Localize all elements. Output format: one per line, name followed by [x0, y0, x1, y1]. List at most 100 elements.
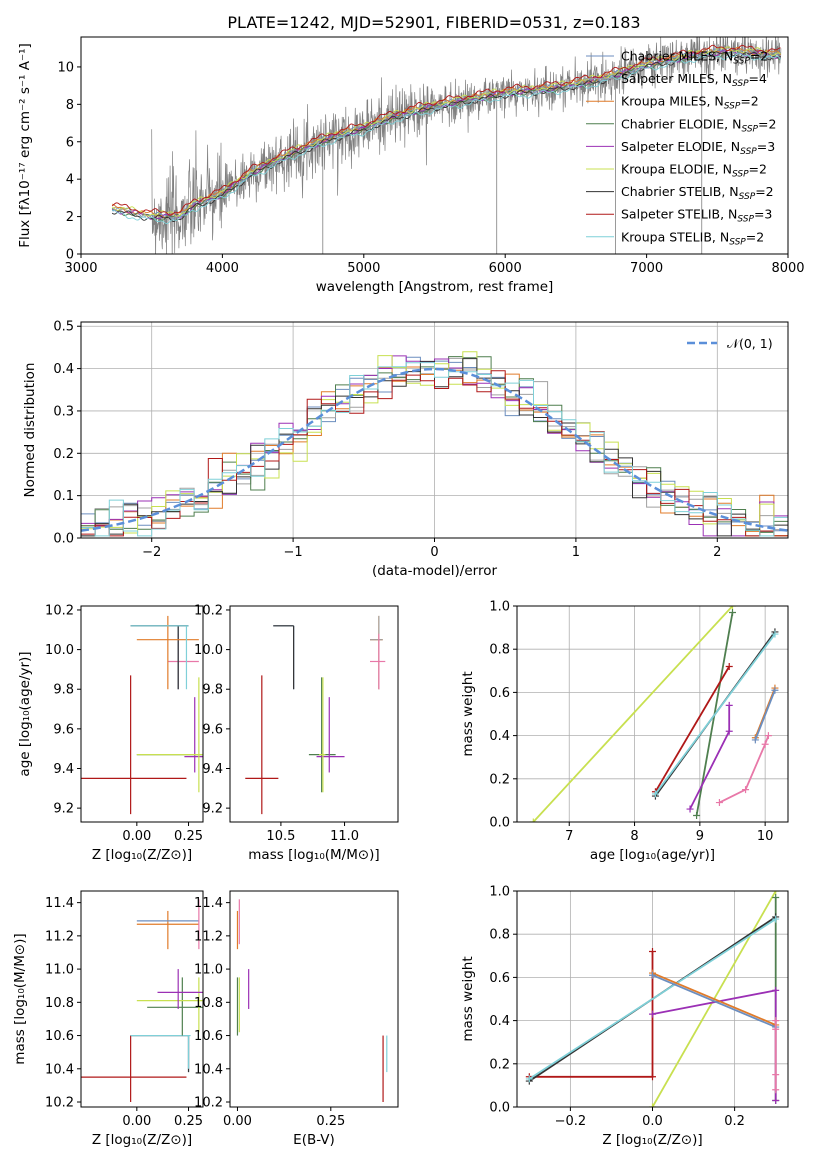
model-spectrum-line: [111, 44, 781, 216]
plot-area: [529, 606, 779, 822]
x-tick-label: 0.00: [122, 829, 151, 844]
x-tick-label: 2: [713, 545, 721, 560]
x-tick-label: 11.0: [330, 829, 359, 844]
y-tick-label: 0.4: [489, 729, 510, 744]
histogram-line: [81, 362, 788, 537]
x-axis-label: (data-model)/error: [372, 563, 498, 579]
weight-line: [718, 735, 770, 804]
axes-frame: [80, 890, 204, 1108]
weight-marker: [715, 799, 723, 807]
weight-marker: [772, 1086, 780, 1094]
x-tick-label: 8000: [771, 261, 804, 276]
chart-age-vs-mass: 10.5 11.0 9.2 9.4 9.6 9.8 10.0 10.2 mass [log₁₀(…: [194, 603, 399, 863]
y-tick-label: 10.6: [194, 1029, 223, 1044]
y-tick-label: 9.8: [53, 683, 74, 698]
weight-line: [652, 989, 777, 1101]
plot-area: [81, 351, 788, 537]
plot-area: [525, 891, 780, 1107]
x-tick-label: 1: [572, 545, 580, 560]
weight-marker: [772, 986, 780, 994]
chart-spectrum: 3000 4000 5000 6000 7000 8000 0 2 4 6 8 10 wavelengt…: [17, 36, 805, 295]
weight-line: [754, 689, 776, 741]
y-axis-label: mass weight: [460, 671, 476, 756]
weight-line: [654, 666, 730, 793]
weight-marker: [725, 701, 733, 709]
weight-line: [654, 633, 776, 795]
weight-marker: [649, 1103, 656, 1107]
weight-marker: [525, 1075, 533, 1083]
y-tick-label: 9.4: [202, 762, 223, 777]
plot-area: [81, 615, 203, 815]
axes-frame: [80, 321, 789, 539]
x-axis-label: Z [log₁₀(Z/Z⊙)]: [92, 847, 192, 863]
weight-line: [532, 606, 734, 822]
x-tick-label: 0.25: [174, 829, 203, 844]
y-tick-label: 11.2: [45, 929, 74, 944]
axes-frame: [80, 605, 204, 823]
y-tick-label: 0.2: [489, 772, 510, 787]
weight-marker: [771, 630, 779, 638]
y-tick-label: 0.3: [53, 404, 74, 419]
legend-label: Salpeter ELODIE, NSSP=3: [621, 139, 775, 157]
y-tick-label: 0: [66, 248, 74, 263]
y-axis-label: mass [log₁₀(M/M⊙)]: [12, 933, 28, 1064]
axes-frame: [229, 605, 399, 823]
y-axis-label: age [log₁₀(age/yr)]: [17, 651, 33, 776]
x-tick-label: 0.25: [174, 1114, 203, 1129]
weight-marker: [764, 732, 772, 740]
y-tick-label: 0.1: [53, 489, 74, 504]
x-axis-label: mass [log₁₀(M/M⊙)]: [248, 847, 379, 863]
plot-area: [236, 899, 388, 1103]
y-tick-label: 9.2: [53, 802, 74, 817]
y-tick-label: 9.4: [53, 762, 74, 777]
x-tick-label: −1: [284, 545, 303, 560]
x-tick-label: −2: [142, 545, 161, 560]
x-tick-label: 10.5: [266, 829, 295, 844]
y-tick-label: 0.6: [489, 686, 510, 701]
axes-frame: [516, 890, 789, 1108]
legend-label: Chabrier ELODIE, NSSP=2: [621, 116, 776, 134]
x-tick-label: 0.00: [223, 1114, 252, 1129]
legend-label: Kroupa STELIB, NSSP=2: [621, 229, 764, 247]
weight-line: [652, 972, 777, 1026]
y-tick-label: 0.6: [489, 971, 510, 986]
legend-label: Salpeter STELIB, NSSP=3: [621, 207, 772, 225]
y-tick-label: 10: [57, 60, 74, 75]
model-spectrum-line: [111, 52, 781, 225]
x-axis-label: E(B-V): [293, 1132, 335, 1148]
x-tick-label: 7: [565, 829, 573, 844]
legend-label: Chabrier MILES, NSSP=2: [621, 49, 768, 67]
y-tick-label: 10.4: [194, 1062, 223, 1077]
weight-marker: [693, 812, 701, 820]
y-tick-label: 0.8: [489, 928, 510, 943]
x-tick-label: 10: [757, 829, 774, 844]
weight-marker: [772, 1097, 780, 1105]
weight-marker: [651, 790, 659, 798]
axes-frame: [80, 36, 789, 255]
y-tick-label: 1.0: [489, 600, 510, 615]
weight-marker: [761, 740, 769, 748]
x-axis-label: wavelength [Angstrom, rest frame]: [316, 279, 554, 295]
model-spectrum-line: [111, 51, 781, 222]
y-tick-label: 0.0: [489, 1101, 510, 1116]
weight-line: [528, 918, 777, 1080]
legend-label: Chabrier STELIB, NSSP=2: [621, 184, 774, 202]
y-tick-label: 0.5: [53, 320, 74, 335]
y-tick-label: 10.2: [194, 1096, 223, 1111]
chart-age-vs-Z: 0.00 0.25 9.2 9.4 9.6 9.8 10.0 10.2 Z [log₁₀(Z/Z…: [17, 603, 204, 863]
weight-marker: [772, 893, 780, 901]
y-tick-label: 0.8: [489, 643, 510, 658]
weight-line: [652, 974, 777, 1028]
y-tick-label: 10.2: [45, 1096, 74, 1111]
y-axis-label: Normed distribution: [22, 363, 38, 498]
plot-area: [81, 899, 203, 1103]
y-tick-label: 10.0: [45, 643, 74, 658]
weight-marker: [728, 606, 736, 610]
chart-mass-vs-Z: 0.00 0.25 10.2 10.4 10.6 10.8 11.0 11.2 11.4 Z [l…: [12, 890, 204, 1148]
weight-marker: [728, 608, 736, 616]
weight-marker: [649, 1073, 656, 1081]
y-tick-label: 9.6: [202, 722, 223, 737]
histogram-line: [81, 370, 788, 537]
legend-label: Kroupa MILES, NSSP=2: [621, 94, 759, 112]
